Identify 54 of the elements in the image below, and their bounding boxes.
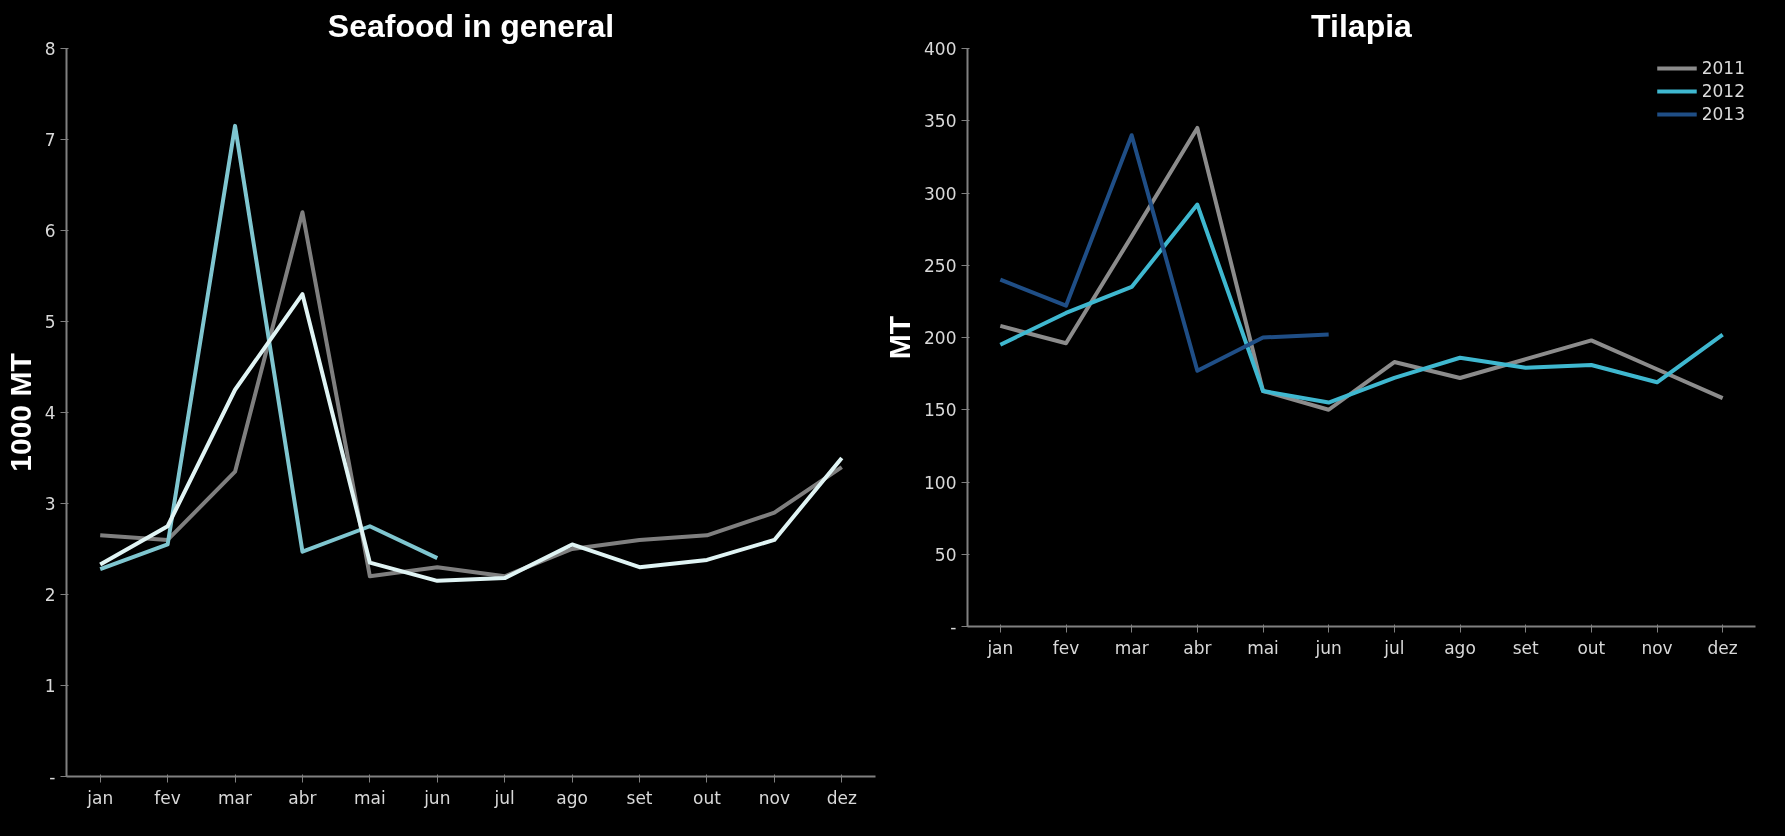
x-tick-label: ago [556,787,588,808]
x-tick-label: jan [986,637,1014,658]
y-tick-label: 6 [44,221,56,241]
x-tick-label: nov [758,787,791,808]
chart-title: Tilapia [1311,7,1413,44]
y-tick-label: 4 [44,403,56,423]
y-tick-label: 2 [44,585,56,605]
y-tick-label: 350 [924,111,957,132]
x-tick-label: mai [1247,637,1279,658]
y-tick-label: 300 [924,183,957,204]
x-tick-label: abr [288,787,317,808]
x-tick-label: set [626,787,653,808]
x-tick-label: abr [1183,637,1212,658]
legend-label: 2012 [1701,81,1745,101]
y-tick-label: 100 [924,472,957,493]
y-tick-label: 150 [924,400,957,421]
x-tick-label: mai [354,787,386,808]
x-tick-label: ago [1444,637,1476,658]
x-tick-label: jul [1383,637,1405,658]
x-tick-label: dez [1707,637,1738,658]
x-tick-label: dez [826,787,857,808]
y-tick-label: 250 [924,255,957,276]
legend-label: 2013 [1701,104,1745,124]
line-series [998,133,1331,373]
x-tick-label: fev [154,787,181,808]
line-series [998,125,1725,412]
line-series [998,202,1725,405]
y-tick-label: 50 [934,544,957,565]
x-tick-label: fev [1052,637,1080,658]
x-tick-label: jun [423,787,451,808]
legend-label: 2011 [1701,58,1745,78]
x-tick-label: jul [493,787,515,808]
y-tick-label: 400 [924,39,957,59]
x-tick-label: jun [1314,637,1342,658]
x-tick-label: jan [86,787,114,808]
x-tick-label: out [1577,637,1606,658]
x-tick-label: out [693,787,722,808]
x-tick-label: nov [1641,637,1673,658]
line-series [98,123,440,572]
y-axis-title: MT [883,315,917,360]
y-tick-label: 200 [924,328,957,348]
y-tick-label: 7 [44,130,56,150]
y-tick-label: 8 [44,39,56,59]
y-tick-label: - [49,767,56,787]
x-tick-label: mar [1114,637,1149,658]
y-tick-label: - [950,617,957,637]
x-tick-label: mar [218,787,253,808]
x-tick-label: set [1512,637,1539,658]
y-tick-label: 1 [44,676,56,696]
line-series [98,292,844,583]
y-tick-label: 3 [44,494,56,514]
chart-title: Seafood in general [327,7,615,44]
y-tick-label: 5 [44,312,56,332]
y-axis-title: 1000 MT [3,353,37,472]
